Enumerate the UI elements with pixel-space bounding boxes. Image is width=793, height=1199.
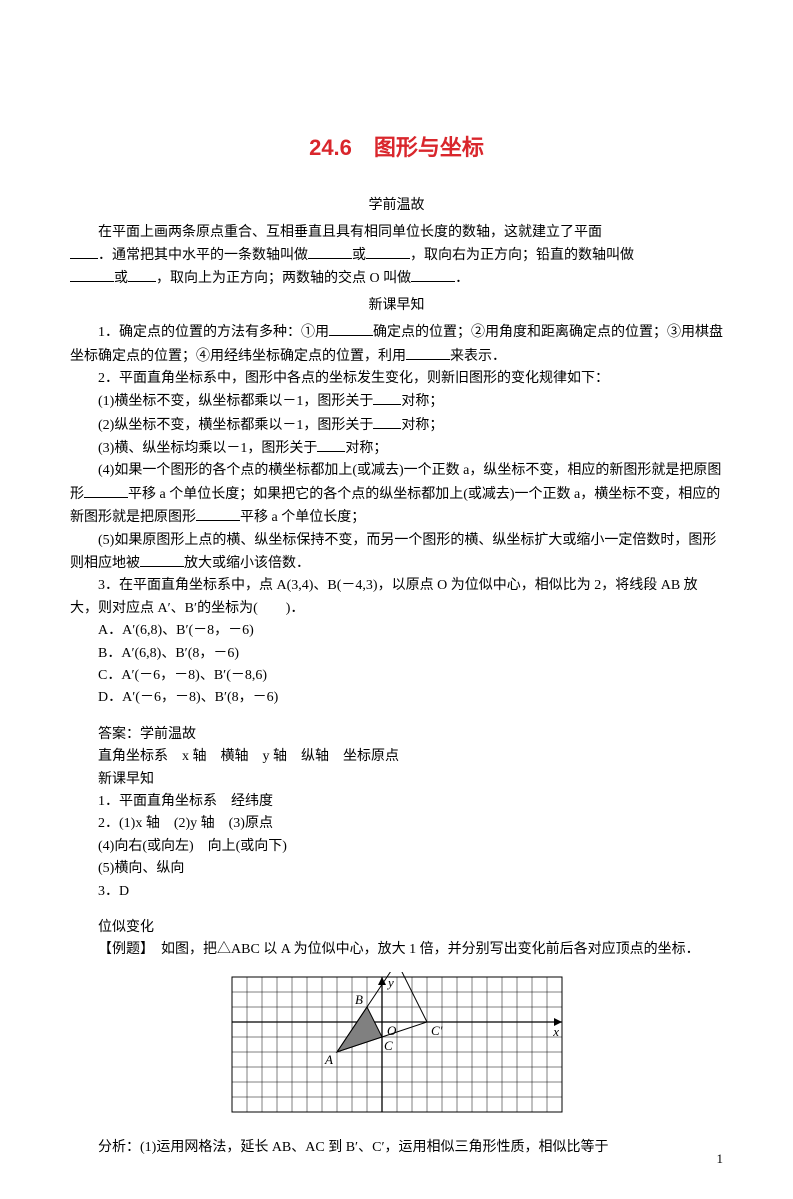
text: 对称； bbox=[401, 418, 443, 433]
text: (2)纵坐标不变，横坐标都乘以－1，图形关于 bbox=[98, 418, 373, 433]
ans-6: 3．D bbox=[70, 881, 723, 903]
blank bbox=[196, 506, 240, 521]
text: 1．确定点的位置的方法有多种：①用 bbox=[98, 325, 329, 340]
blank bbox=[70, 267, 114, 282]
weisi-head: 位似变化 bbox=[70, 917, 723, 939]
text: (3)横、纵坐标均乘以－1，图形关于 bbox=[98, 441, 317, 456]
grid-svg: OyxABCB'C' bbox=[227, 972, 567, 1117]
ans-3: 2．(1)x 轴 (2)y 轴 (3)原点 bbox=[70, 813, 723, 835]
opt-a: A．A′(6,8)、B′(－8，－6) bbox=[70, 620, 723, 642]
xuexian-para: 在平面上画两条原点重合、互相垂直且具有相同单位长度的数轴，这就建立了平面 bbox=[70, 222, 723, 244]
blank bbox=[373, 414, 401, 429]
fenxi: 分析：(1)运用网格法，延长 AB、AC 到 B′、C′，运用相似三角形性质，相… bbox=[70, 1137, 723, 1159]
ans-5: (5)横向、纵向 bbox=[70, 858, 723, 880]
text: 对称； bbox=[345, 441, 387, 456]
blank bbox=[317, 437, 345, 452]
xuexian-para-cont2: 或 ，取向上为正方向；两数轴的交点 O 叫做 ． bbox=[70, 267, 723, 290]
text: ． bbox=[455, 271, 469, 286]
text: 平移 a 个单位长度； bbox=[240, 510, 365, 525]
svg-text:C: C bbox=[384, 1038, 393, 1053]
page-title: 24.6 图形与坐标 bbox=[70, 130, 723, 165]
xuexian-para-cont: ．通常把其中水平的一条数轴叫做 或 ，取向右为正方向；铅直的数轴叫做 bbox=[70, 244, 723, 267]
text: 或 bbox=[352, 248, 366, 263]
text: ，取向上为正方向；两数轴的交点 O 叫做 bbox=[156, 271, 411, 286]
xk-2-5: (5)如果原图形上点的横、纵坐标保持不变，而另一个图形的横、纵坐标扩大或缩小一定… bbox=[70, 530, 723, 576]
section-xuexian-head: 学前温故 bbox=[70, 195, 723, 217]
xk-2: 2．平面直角坐标系中，图形中各点的坐标发生变化，则新旧图形的变化规律如下： bbox=[70, 368, 723, 390]
blank bbox=[406, 345, 450, 360]
blank bbox=[373, 390, 401, 405]
blank bbox=[84, 483, 128, 498]
ans-head2: 新课早知 bbox=[70, 769, 723, 791]
section-xinke-head: 新课早知 bbox=[70, 295, 723, 317]
text: 来表示． bbox=[450, 349, 506, 364]
xk-3: 3．在平面直角坐标系中，点 A(3,4)、B(－4,3)，以原点 O 为位似中心… bbox=[70, 575, 723, 620]
svg-text:y: y bbox=[386, 975, 394, 990]
text: ．通常把其中水平的一条数轴叫做 bbox=[98, 248, 308, 263]
blank bbox=[411, 267, 455, 282]
svg-text:O: O bbox=[387, 1023, 397, 1038]
blank bbox=[140, 552, 184, 567]
xk-1: 1．确定点的位置的方法有多种：①用确定点的位置；②用角度和距离确定点的位置；③用… bbox=[70, 321, 723, 368]
answers-head: 答案：学前温故 bbox=[70, 724, 723, 746]
text: 或 bbox=[114, 271, 128, 286]
blank bbox=[70, 244, 98, 259]
blank bbox=[308, 244, 352, 259]
title-text: 24.6 图形与坐标 bbox=[309, 135, 484, 160]
ans-4: (4)向右(或向左) 向上(或向下) bbox=[70, 836, 723, 858]
ans-1: 直角坐标系 x 轴 横轴 y 轴 纵轴 坐标原点 bbox=[70, 746, 723, 768]
text: 对称； bbox=[401, 394, 443, 409]
opt-d: D．A′(－6，－8)、B′(8，－6) bbox=[70, 687, 723, 709]
text: 平移 a 个单位长度；如果把它的各个点的纵坐标都加上(或减去)一个正数 a，横坐… bbox=[70, 487, 720, 525]
blank bbox=[329, 321, 373, 336]
svg-text:x: x bbox=[552, 1024, 559, 1039]
xk-2-4: (4)如果一个图形的各个点的横坐标都加上(或减去)一个正数 a，纵坐标不变，相应… bbox=[70, 460, 723, 529]
blank bbox=[366, 244, 410, 259]
svg-text:A: A bbox=[324, 1052, 333, 1067]
page-number: 1 bbox=[717, 1149, 724, 1170]
text: ，取向右为正方向；铅直的数轴叫做 bbox=[410, 248, 634, 263]
text: 在平面上画两条原点重合、互相垂直且具有相同单位长度的数轴，这就建立了平面 bbox=[98, 225, 602, 240]
figure-grid: OyxABCB'C' bbox=[70, 972, 723, 1125]
opt-c: C．A′(－6，－8)、B′(－8,6) bbox=[70, 665, 723, 687]
text: (1)横坐标不变，纵坐标都乘以－1，图形关于 bbox=[98, 394, 373, 409]
ans-2: 1．平面直角坐标系 经纬度 bbox=[70, 791, 723, 813]
text: 放大或缩小该倍数． bbox=[184, 556, 310, 571]
blank bbox=[128, 267, 156, 282]
svg-text:B: B bbox=[355, 992, 363, 1007]
xk-2-2: (2)纵坐标不变，横坐标都乘以－1，图形关于 对称； bbox=[70, 414, 723, 437]
xk-2-1: (1)横坐标不变，纵坐标都乘以－1，图形关于 对称； bbox=[70, 390, 723, 413]
opt-b: B．A′(6,8)、B′(8，－6) bbox=[70, 643, 723, 665]
xk-2-3: (3)横、纵坐标均乘以－1，图形关于 对称； bbox=[70, 437, 723, 460]
example-text: 【例题】 如图，把△ABC 以 A 为位似中心，放大 1 倍，并分别写出变化前后… bbox=[70, 939, 723, 961]
svg-text:C': C' bbox=[431, 1023, 443, 1038]
